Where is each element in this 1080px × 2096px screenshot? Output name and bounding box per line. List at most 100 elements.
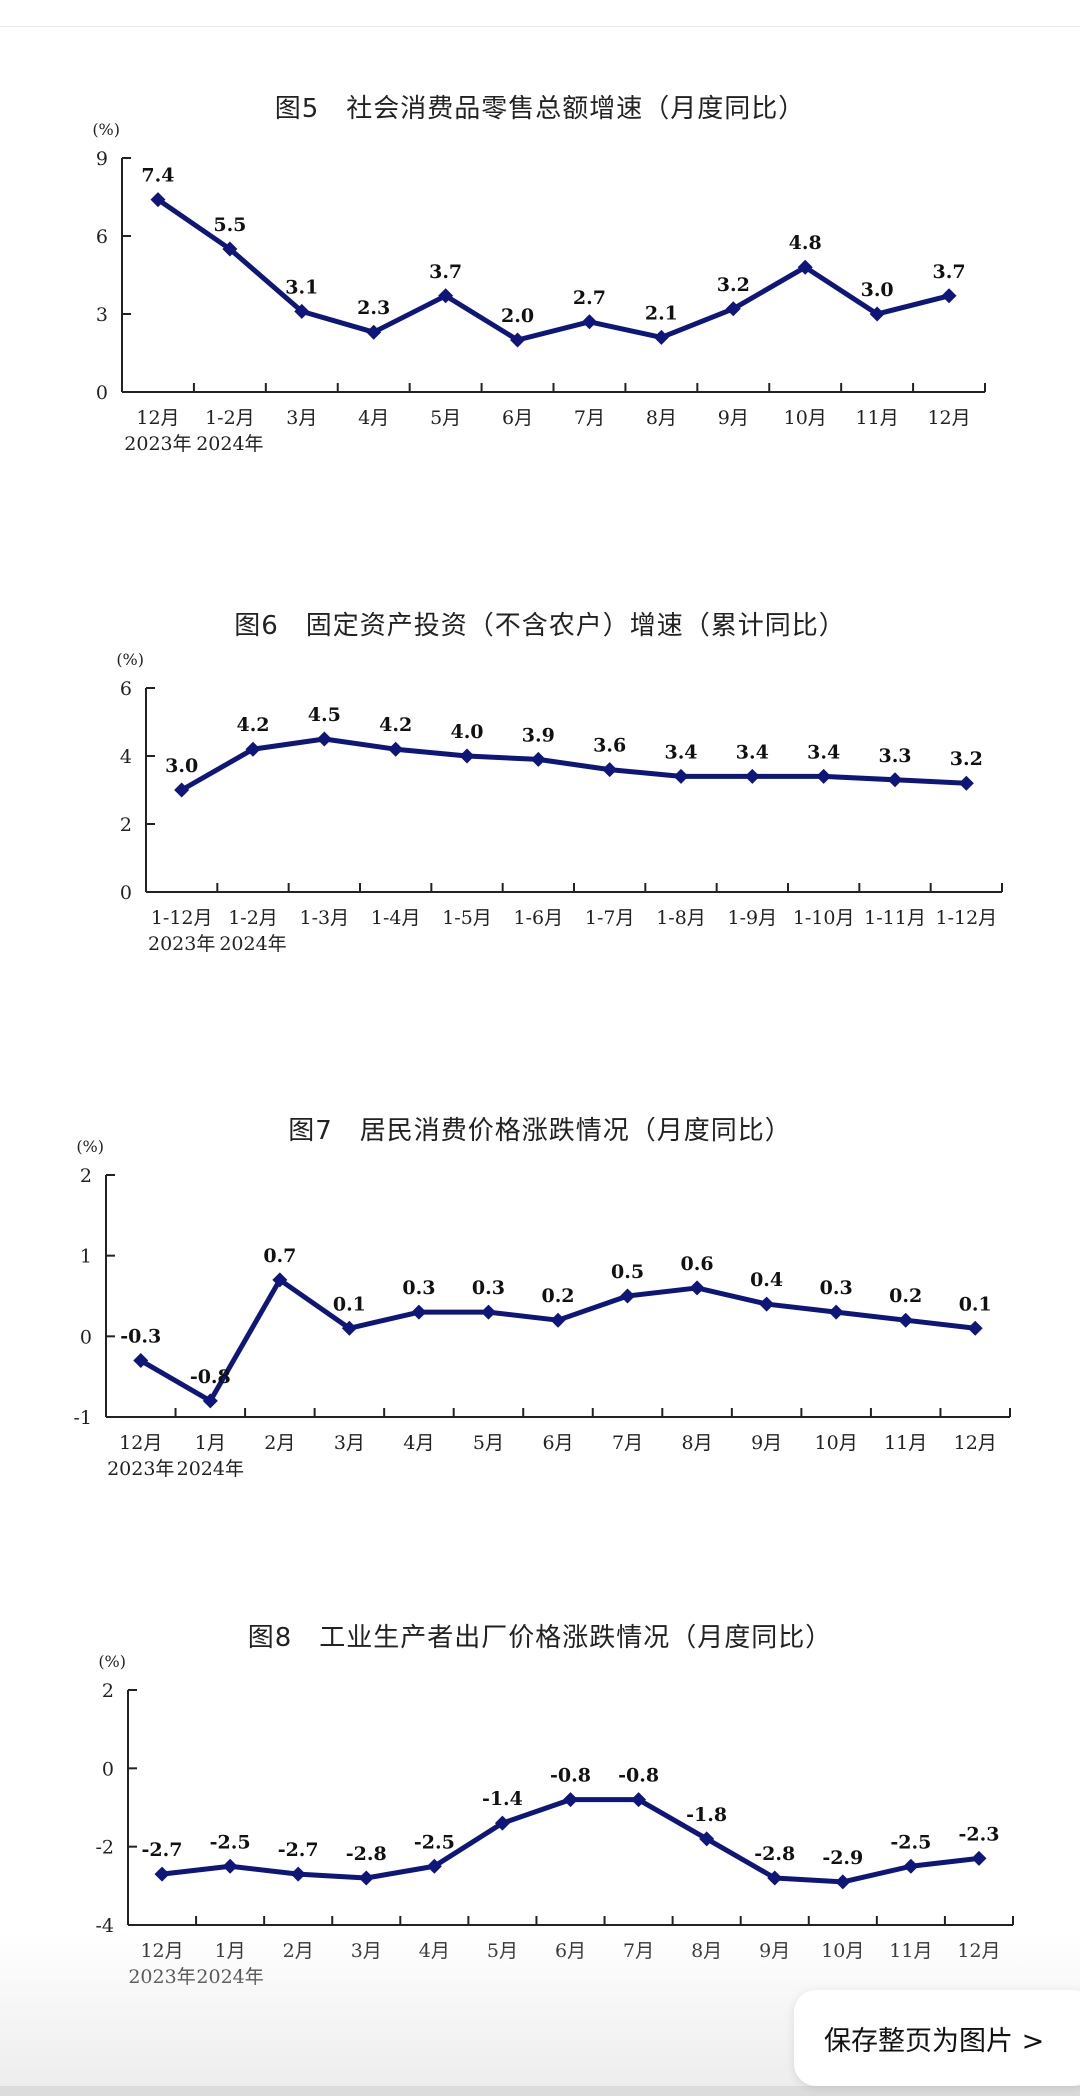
data-label: 4.8 — [789, 232, 822, 254]
data-point-marker — [653, 329, 669, 345]
x-tick-label: 12月 — [119, 1432, 162, 1454]
data-label: 3.6 — [593, 735, 626, 757]
x-tick-label: 1-9月 — [728, 907, 778, 929]
data-point-marker — [903, 1858, 919, 1874]
data-point-marker — [222, 241, 238, 257]
data-point-marker — [869, 306, 885, 322]
x-year-label: 2023年 — [107, 1458, 174, 1480]
data-point-marker — [898, 1312, 914, 1328]
data-label: -2.5 — [210, 1831, 251, 1853]
bottom-bar — [0, 2086, 1080, 2096]
x-tick-label: 1-10月 — [793, 907, 855, 929]
data-point-marker — [699, 1831, 715, 1847]
y-tick-label: 9 — [96, 148, 108, 170]
x-tick-label: 1-12月 — [935, 907, 997, 929]
data-point-marker — [438, 288, 454, 304]
x-tick-label: 1-11月 — [864, 907, 926, 929]
x-year-label: 2023年 — [124, 433, 191, 455]
data-point-marker — [967, 1320, 983, 1336]
x-tick-label: 1-8月 — [656, 907, 706, 929]
data-label: 4.2 — [236, 714, 269, 736]
line-chart: (%) -1 0 1 2 12月 1月 2月 3月 4月 5月 6月 7月 8月 9月 10月 11月 12月 20… — [73, 1137, 1011, 1480]
data-label: -0.8 — [550, 1765, 591, 1787]
data-label: 3.4 — [736, 741, 769, 763]
data-label: -0.3 — [120, 1326, 161, 1348]
data-label: 3.2 — [717, 274, 750, 296]
x-tick-label: 4月 — [358, 407, 389, 429]
data-label: 0.2 — [889, 1285, 922, 1307]
x-tick-label: 7月 — [574, 407, 605, 429]
data-point-marker — [797, 259, 813, 275]
data-label: 2.1 — [645, 302, 678, 324]
data-point-marker — [316, 731, 332, 747]
data-label: 0.3 — [402, 1277, 435, 1299]
data-point-marker — [581, 314, 597, 330]
x-tick-label: 1-2月 — [205, 407, 255, 429]
data-label: 0.6 — [681, 1253, 714, 1275]
data-label: 3.0 — [165, 755, 198, 777]
y-axis-unit: (%) — [76, 1137, 104, 1156]
data-point-marker — [245, 741, 261, 757]
x-tick-label: 1-2月 — [228, 907, 278, 929]
data-label: 0.1 — [333, 1293, 366, 1315]
series-line — [180, 736, 967, 793]
data-label: 3.7 — [933, 261, 966, 283]
y-tick-label: 0 — [120, 882, 132, 904]
data-point-marker — [133, 1353, 149, 1369]
data-label: 3.4 — [807, 741, 840, 763]
x-tick-label: 1-4月 — [371, 907, 421, 929]
x-tick-label: 3月 — [286, 407, 317, 429]
data-label: 3.2 — [950, 748, 983, 770]
data-point-marker — [530, 751, 546, 767]
save-page-label: 保存整页为图片 > — [824, 2025, 1045, 2057]
data-point-marker — [887, 772, 903, 788]
y-tick-label: 2 — [80, 1165, 92, 1187]
data-point-marker — [759, 1296, 775, 1312]
y-axis-unit: (%) — [116, 650, 144, 669]
data-label: -2.3 — [958, 1823, 999, 1845]
y-tick-label: -1 — [73, 1407, 92, 1429]
data-label: -2.8 — [754, 1843, 795, 1865]
data-label: 0.2 — [541, 1285, 574, 1307]
y-tick-label: 6 — [120, 678, 132, 700]
chart-title: 图7 居民消费价格涨跌情况（月度同比） — [288, 1116, 792, 1146]
x-tick-label: 1-5月 — [442, 907, 492, 929]
x-year-label: 2023年 — [148, 933, 215, 955]
data-point-marker — [510, 332, 526, 348]
y-tick-label: 0 — [80, 1326, 92, 1348]
data-label: -2.5 — [414, 1831, 455, 1853]
chart-title: 图6 固定资产投资（不含农户）增速（累计同比） — [234, 611, 846, 641]
data-point-marker — [725, 301, 741, 317]
data-point-marker — [480, 1304, 496, 1320]
data-point-marker — [673, 768, 689, 784]
x-year-label: 2024年 — [177, 1458, 244, 1480]
save-page-as-image-button[interactable]: 保存整页为图片 > — [794, 1990, 1080, 2086]
data-label: 3.4 — [664, 741, 697, 763]
data-point-marker — [689, 1280, 705, 1296]
y-axis-unit: (%) — [92, 120, 120, 139]
y-tick-label: 1 — [80, 1246, 92, 1268]
data-point-marker — [426, 1858, 442, 1874]
series-line — [156, 197, 950, 343]
data-point-marker — [150, 192, 166, 208]
y-tick-label: 6 — [96, 226, 108, 248]
x-tick-label: 8月 — [646, 407, 677, 429]
x-tick-label: 10月 — [815, 1432, 858, 1454]
data-label: -0.8 — [190, 1366, 231, 1388]
y-tick-label: 0 — [96, 382, 108, 404]
data-label: 3.3 — [878, 745, 911, 767]
data-point-marker — [154, 1866, 170, 1882]
x-tick-label: 1-6月 — [514, 907, 564, 929]
line-chart: (%) 0 3 6 9 12月 1-2月 3月 4月 5月 6月 7月 8月 9月 10月 11月 12月 202… — [92, 120, 986, 455]
x-tick-label: 12月 — [927, 407, 970, 429]
data-label: 3.1 — [285, 276, 318, 298]
y-axis-unit: (%) — [98, 1652, 126, 1671]
chart-title: 图5 社会消费品零售总额增速（月度同比） — [274, 94, 806, 124]
data-label: -2.9 — [822, 1847, 863, 1869]
data-label: -2.5 — [890, 1831, 931, 1853]
data-point-marker — [290, 1866, 306, 1882]
x-tick-label: 1-3月 — [300, 907, 350, 929]
data-point-marker — [941, 288, 957, 304]
x-tick-label: 6月 — [502, 407, 533, 429]
y-tick-label: 0 — [102, 1758, 114, 1780]
